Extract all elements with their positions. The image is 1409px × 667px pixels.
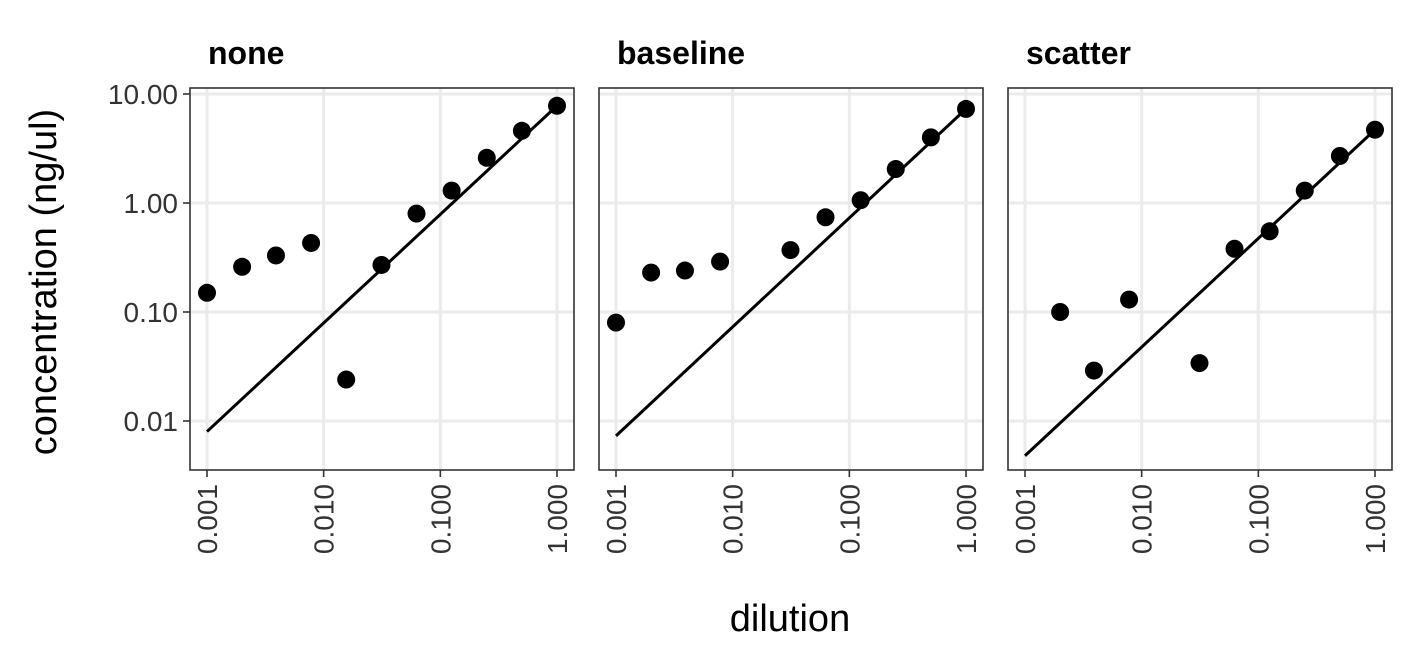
data-point	[1120, 290, 1139, 309]
facet-panel-baseline: baseline 0.001 0.010 0.100 1.000	[598, 35, 984, 554]
x-axis-title: dilution	[730, 598, 850, 640]
data-point	[675, 261, 694, 280]
panels-layer: none 0.001 0.010 0.100 1.000 baseline 0.001 0.0…	[189, 35, 1393, 554]
data-point	[512, 121, 531, 140]
data-point	[198, 283, 216, 302]
y-axis: 0.01 0.10 1.00 10.00	[108, 79, 190, 437]
x-tick-label: 0.010	[1127, 484, 1158, 554]
data-point	[1190, 354, 1209, 373]
data-point	[372, 255, 391, 274]
x-tick-label: 1.000	[542, 484, 573, 554]
data-point	[957, 99, 975, 118]
data-point	[1051, 303, 1070, 321]
y-axis-title: concentration (ng/ul)	[23, 109, 65, 455]
x-tick-label: 0.100	[1243, 484, 1274, 554]
panel-border	[598, 87, 984, 471]
data-point	[1330, 146, 1349, 165]
facet-panel-scatter: scatter 0.001 0.010 0.100 1.000	[1007, 35, 1393, 554]
data-point	[711, 252, 730, 271]
y-tick-label: 1.00	[124, 188, 179, 219]
x-tick-label: 1.000	[1360, 484, 1391, 554]
y-tick-label: 10.00	[108, 79, 178, 110]
panel-border	[1007, 87, 1393, 471]
data-point	[781, 241, 800, 260]
data-point	[266, 246, 285, 265]
x-tick-label: 0.100	[425, 484, 456, 554]
panel-background	[1008, 88, 1392, 470]
data-point	[233, 257, 252, 276]
data-point	[886, 160, 905, 179]
data-point	[607, 313, 625, 332]
x-tick-label: 0.010	[718, 484, 749, 554]
data-point	[851, 191, 870, 210]
data-point	[642, 263, 661, 282]
data-point	[442, 181, 461, 200]
data-point	[477, 148, 496, 167]
fit-line	[614, 107, 968, 437]
x-tick-label: 0.001	[601, 484, 632, 554]
data-point	[1295, 181, 1314, 200]
data-point	[1084, 361, 1103, 380]
facet-title: baseline	[617, 35, 745, 71]
y-tick-label: 0.01	[124, 406, 179, 437]
data-point	[816, 208, 835, 227]
fit-line	[1023, 128, 1377, 457]
data-point	[337, 370, 356, 389]
data-point	[1225, 239, 1244, 258]
x-tick-label: 0.010	[309, 484, 340, 554]
x-tick-label: 1.000	[951, 484, 982, 554]
panel-border	[189, 87, 575, 471]
x-tick-label: 0.001	[192, 484, 223, 554]
data-point	[1366, 120, 1384, 139]
x-tick-label: 0.100	[834, 484, 865, 554]
data-point	[548, 96, 566, 115]
data-point	[407, 204, 426, 223]
x-tick-label: 0.001	[1010, 484, 1041, 554]
data-point	[921, 128, 940, 147]
facet-title: none	[208, 35, 284, 71]
panel-background	[190, 88, 574, 470]
data-point	[302, 233, 321, 252]
facet-panel-none: none 0.001 0.010 0.100 1.000	[189, 35, 575, 554]
facet-title: scatter	[1026, 35, 1131, 71]
y-tick-label: 0.10	[124, 297, 179, 328]
data-point	[1260, 222, 1279, 241]
